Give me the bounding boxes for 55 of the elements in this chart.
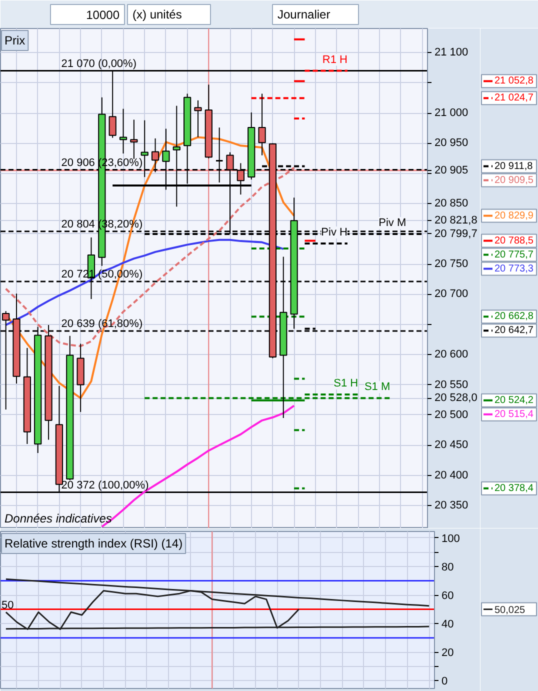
y-tick-label: 40 bbox=[442, 618, 454, 631]
legend-label: 20 775,7 bbox=[494, 249, 534, 260]
legend-label: 21 024,7 bbox=[494, 92, 534, 104]
legend-label: 20 788,5 bbox=[494, 235, 534, 246]
y-tick-label: 20 350 bbox=[434, 500, 468, 512]
y-tick-label: 21 000 bbox=[434, 107, 468, 120]
ref-line-label: 21 070 (0,00%) bbox=[61, 58, 136, 70]
series-label: R1 H bbox=[322, 54, 348, 66]
y-tick-label: 20 850 bbox=[434, 198, 468, 210]
series-label: Piv M bbox=[378, 216, 406, 229]
y-tick-label: 20 bbox=[442, 647, 454, 660]
legend-label: 20 662,8 bbox=[494, 311, 534, 322]
ref-line-label: 20 372 (100,00%) bbox=[61, 479, 149, 492]
chart-title: Prix bbox=[4, 34, 26, 48]
y-tick-label: 20 750 bbox=[434, 258, 468, 270]
legend-label: 20 642,7 bbox=[494, 325, 534, 336]
candlestick bbox=[258, 93, 266, 156]
text: Journalier bbox=[278, 8, 330, 22]
y-tick-label: 20 950 bbox=[434, 137, 468, 150]
y-tick-label: 100 bbox=[442, 532, 460, 545]
legend-label: 20 909,5 bbox=[494, 174, 534, 186]
y-tick-label: 20 821,8 bbox=[434, 214, 478, 227]
legend-label: 20 515,4 bbox=[494, 408, 534, 420]
candlestick bbox=[119, 108, 128, 154]
legend-label: 21 052,8 bbox=[494, 76, 534, 87]
series-label: S1 H bbox=[334, 377, 358, 390]
series-label: S1 M bbox=[364, 381, 390, 394]
line-series bbox=[4, 166, 296, 348]
y-tick-label: 20 400 bbox=[434, 469, 468, 482]
y-tick-label: 20 905 bbox=[434, 164, 468, 176]
series-label: Piv H bbox=[321, 226, 348, 238]
candlestick bbox=[194, 100, 202, 138]
legend-label: 20 378,4 bbox=[494, 482, 534, 494]
y-tick-label: 80 bbox=[442, 561, 454, 574]
y-tick-label: 60 bbox=[442, 590, 454, 602]
y-tick-label: 20 500 bbox=[434, 408, 468, 421]
y-tick-label: 0 bbox=[442, 676, 448, 688]
y-tick-label: 20 600 bbox=[434, 348, 468, 361]
y-tick-label: 20 799,7 bbox=[434, 228, 478, 240]
legend-label: 20 829,9 bbox=[494, 210, 534, 222]
text: 10000 bbox=[86, 8, 120, 22]
y-tick-label: 20 450 bbox=[434, 439, 468, 452]
y-tick-label: 20 528,0 bbox=[434, 392, 478, 404]
legend-label: 50,025 bbox=[494, 604, 526, 616]
legend-label: 20 773,3 bbox=[494, 263, 534, 274]
legend-label: 20 524,2 bbox=[494, 394, 534, 406]
text: Relative strength index (RSI) (14) bbox=[4, 536, 183, 550]
y-tick-label: 20 550 bbox=[434, 378, 468, 391]
y-tick-label: 20 700 bbox=[434, 288, 468, 300]
y-tick-label: 21 100 bbox=[434, 46, 468, 59]
candlestick bbox=[130, 119, 138, 160]
annotation: Données indicatives bbox=[4, 512, 112, 526]
ref-line-label: 50 bbox=[2, 599, 14, 612]
text: (x) unités bbox=[132, 8, 182, 22]
legend-label: 20 911,8 bbox=[494, 160, 534, 172]
